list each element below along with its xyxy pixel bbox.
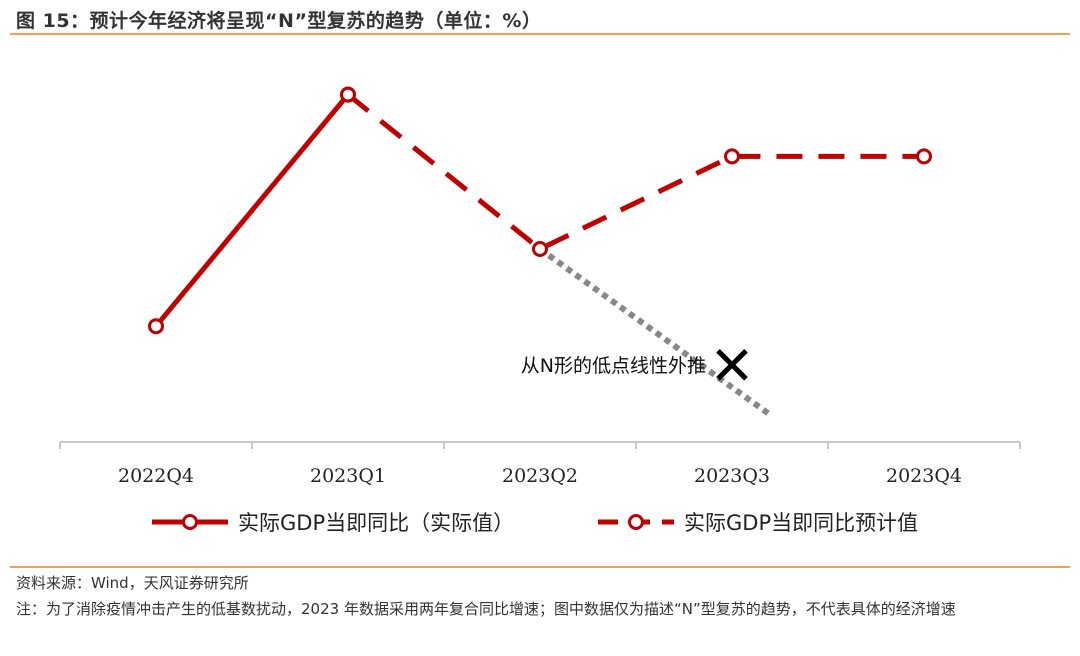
projection-x-mark: [716, 349, 748, 381]
data-point: [340, 86, 356, 103]
x-tick-label: 2023Q1: [310, 465, 386, 487]
source-note: 资料来源：Wind，天风证券研究所: [16, 574, 249, 592]
data-point: [148, 318, 164, 335]
x-tick-label: 2022Q4: [118, 465, 194, 487]
projection-annotation: 从N形的低点线性外推: [521, 355, 706, 377]
x-tick-label: 2023Q4: [886, 465, 962, 487]
legend-label: 实际GDP当即同比预计值: [684, 511, 918, 535]
series-line-forecast: [346, 92, 924, 252]
legend-item: 实际GDP当即同比预计值: [598, 511, 918, 535]
series-line-actual: [154, 93, 350, 328]
series-layer: [154, 92, 924, 328]
legend: 实际GDP当即同比（实际值） 实际GDP当即同比预计值: [152, 511, 918, 535]
projection-layer: [538, 246, 773, 418]
footer-divider: [10, 566, 1070, 568]
data-point: [916, 148, 932, 165]
title-divider: [10, 33, 1070, 35]
legend-item: 实际GDP当即同比（实际值）: [152, 511, 514, 535]
projection-line: [538, 246, 773, 418]
data-point: [532, 241, 548, 257]
x-tick-label: 2023Q2: [502, 465, 578, 487]
chart-title: 图 15：预计今年经济将呈现“N”型复苏的趋势（单位：%）: [16, 10, 542, 32]
x-tick-label: 2023Q3: [694, 465, 770, 487]
legend-marker: [182, 514, 198, 530]
line-chart: 2022Q4 2023Q1 2023Q2 2023Q3 2023Q4 从N形的低点线性外…: [59, 86, 1021, 535]
footnote: 注：为了消除疫情冲击产生的低基数扰动，2023 年数据采用两年复合同比增速；图中…: [16, 600, 956, 618]
legend-label: 实际GDP当即同比（实际值）: [238, 511, 514, 535]
data-point: [724, 148, 740, 165]
x-axis: 2022Q4 2023Q1 2023Q2 2023Q3 2023Q4: [59, 441, 1021, 487]
marker-layer: [148, 86, 932, 335]
legend-marker: [628, 514, 644, 530]
